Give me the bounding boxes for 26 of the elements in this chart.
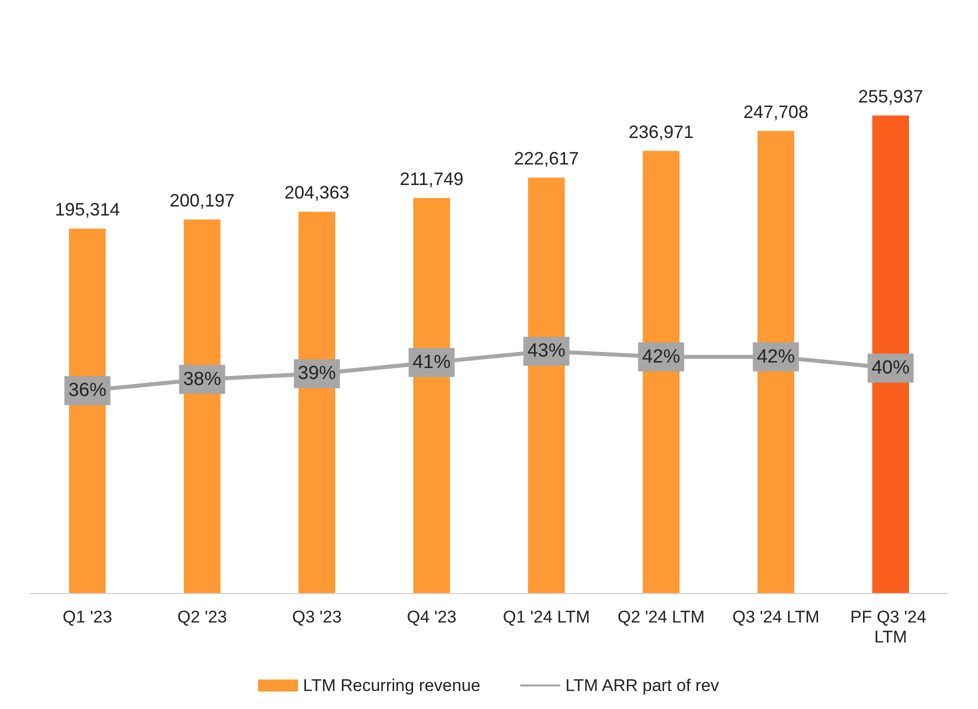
x-tick-label: Q1 '23 bbox=[62, 608, 112, 626]
data-label: 36% bbox=[68, 380, 106, 402]
data-label: 38% bbox=[183, 368, 222, 390]
x-tick-label: Q2 '23 bbox=[177, 608, 227, 626]
data-label: 236,971 bbox=[628, 122, 694, 142]
data-label: 41% bbox=[412, 352, 451, 373]
data-label: 211,749 bbox=[400, 168, 464, 189]
data-label: 200,197 bbox=[170, 190, 235, 210]
data-label: 43% bbox=[527, 340, 566, 362]
x-tick-label: Q1 '24 LTM bbox=[502, 608, 590, 626]
data-label: 42% bbox=[756, 346, 795, 368]
x-tick-label: Q3 '23 bbox=[292, 608, 342, 626]
data-label: 255,937 bbox=[858, 86, 924, 106]
data-label: 39% bbox=[298, 363, 336, 384]
data-label: 195,314 bbox=[54, 200, 120, 220]
data-label: 40% bbox=[872, 358, 910, 379]
data-label: 222,617 bbox=[514, 148, 579, 169]
data-label: 42% bbox=[642, 346, 680, 368]
x-tick-label: Q2 '24 LTM bbox=[618, 608, 705, 626]
data-label: 247,708 bbox=[743, 102, 808, 122]
legend-label: LTM Recurring revenue bbox=[303, 676, 480, 695]
data-label: 204,363 bbox=[284, 182, 350, 203]
x-tick-label: PF Q3 '24 LTM bbox=[850, 608, 931, 646]
legend-label: LTM ARR part of rev bbox=[565, 676, 720, 695]
x-tick-label: Q3 '24 LTM bbox=[732, 608, 820, 626]
x-tick-label: Q4 '23 bbox=[406, 608, 456, 626]
